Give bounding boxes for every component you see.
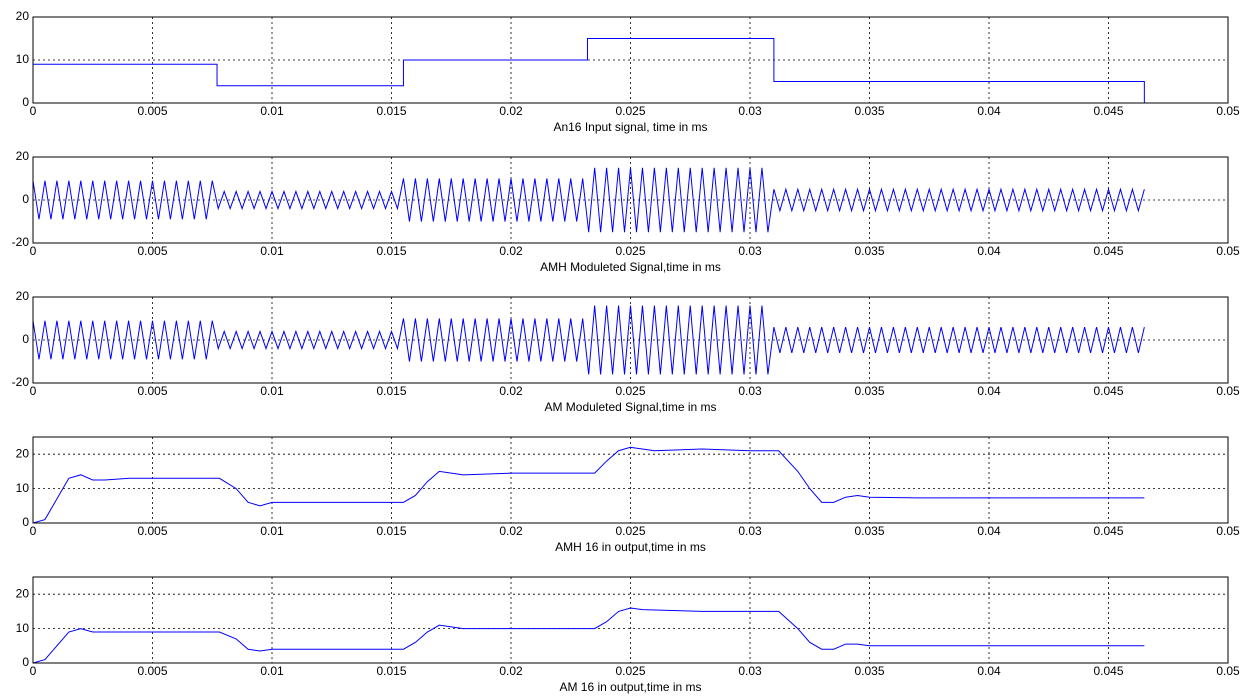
x-tick-label: 0.02 <box>499 244 523 258</box>
x-tick-label: 0.005 <box>137 104 167 118</box>
x-tick-label: 0.015 <box>376 524 406 538</box>
axes-background <box>33 437 1228 523</box>
x-tick-label: 0.04 <box>977 664 1001 678</box>
x-tick-label: 0.045 <box>1093 244 1123 258</box>
y-tick-label: -20 <box>12 235 30 249</box>
signal-line <box>33 607 1145 663</box>
x-tick-label: 0.02 <box>499 664 523 678</box>
axes-box <box>32 576 1229 664</box>
x-tick-label: 0.04 <box>977 104 1001 118</box>
axes-box <box>32 436 1229 524</box>
y-tick-label: 0 <box>22 95 29 109</box>
x-tick-label: 0.03 <box>738 664 762 678</box>
signal-line <box>33 38 1145 103</box>
x-tick-label: 0.01 <box>260 244 284 258</box>
x-tick-label: 0.04 <box>977 524 1001 538</box>
y-tick-label: 10 <box>16 52 30 66</box>
y-tick-label: 10 <box>16 481 30 495</box>
x-tick-label: 0.01 <box>260 664 284 678</box>
x-tick-label: 0.045 <box>1093 384 1123 398</box>
x-tick-label: 0.005 <box>137 524 167 538</box>
y-tick-label: 0 <box>22 515 29 529</box>
x-tick-label: 0.03 <box>738 524 762 538</box>
y-tick-label: 20 <box>16 9 30 23</box>
x-tick-label: 0.03 <box>738 384 762 398</box>
x-tick-label: 0.05 <box>1216 524 1240 538</box>
y-tick-label: 20 <box>16 149 30 163</box>
x-tick-label: 0.05 <box>1216 384 1240 398</box>
axes-box <box>32 296 1229 384</box>
signal-line <box>33 305 1145 375</box>
x-tick-label: 0.045 <box>1093 524 1123 538</box>
x-tick-label: 0.035 <box>854 384 884 398</box>
x-tick-label: 0.01 <box>260 524 284 538</box>
y-tick-label: 0 <box>22 332 29 346</box>
x-tick-label: 0.03 <box>738 244 762 258</box>
y-tick-label: -20 <box>12 375 30 389</box>
x-tick-label: 0.035 <box>854 524 884 538</box>
x-tick-label: 0.025 <box>615 664 645 678</box>
x-tick-label: 0.025 <box>615 104 645 118</box>
x-tick-label: 0.04 <box>977 384 1001 398</box>
x-tick-label: 0.01 <box>260 104 284 118</box>
signal-line <box>33 167 1145 233</box>
x-tick-label: 0.035 <box>854 104 884 118</box>
x-tick-label: 0 <box>30 244 37 258</box>
x-tick-label: 0.05 <box>1216 104 1240 118</box>
x-tick-label: 0.045 <box>1093 664 1123 678</box>
x-tick-label: 0.01 <box>260 384 284 398</box>
x-tick-label: 0.005 <box>137 664 167 678</box>
x-axis-label: AM 16 in output,time in ms <box>559 680 701 694</box>
axes-box <box>32 16 1229 104</box>
y-tick-label: 20 <box>16 586 30 600</box>
x-tick-label: 0.035 <box>854 244 884 258</box>
x-tick-label: 0 <box>30 524 37 538</box>
x-tick-label: 0.04 <box>977 244 1001 258</box>
x-axis-label: AMH 16 in output,time in ms <box>555 540 706 554</box>
x-tick-label: 0.015 <box>376 244 406 258</box>
y-tick-label: 20 <box>16 446 30 460</box>
x-tick-label: 0.02 <box>499 104 523 118</box>
x-tick-label: 0 <box>30 384 37 398</box>
x-tick-label: 0.015 <box>376 104 406 118</box>
axes-background <box>33 577 1228 663</box>
x-tick-label: 0.05 <box>1216 244 1240 258</box>
x-tick-label: 0.025 <box>615 384 645 398</box>
y-tick-label: 20 <box>16 289 30 303</box>
x-tick-label: 0 <box>30 664 37 678</box>
x-tick-label: 0.015 <box>376 664 406 678</box>
x-tick-label: 0.025 <box>615 244 645 258</box>
x-axis-label: AM Moduleted Signal,time in ms <box>544 400 716 414</box>
x-axis-label: AMH Moduleted Signal,time in ms <box>540 260 721 274</box>
x-tick-label: 0.02 <box>499 384 523 398</box>
x-axis-label: An16 Input signal, time in ms <box>553 120 707 134</box>
y-tick-label: 0 <box>22 655 29 669</box>
x-tick-label: 0.02 <box>499 524 523 538</box>
x-tick-label: 0.025 <box>615 524 645 538</box>
x-tick-label: 0.005 <box>137 384 167 398</box>
x-tick-label: 0.005 <box>137 244 167 258</box>
x-tick-label: 0.045 <box>1093 104 1123 118</box>
x-tick-label: 0.015 <box>376 384 406 398</box>
x-tick-label: 0 <box>30 104 37 118</box>
x-tick-label: 0.03 <box>738 104 762 118</box>
y-tick-label: 10 <box>16 621 30 635</box>
signal-line <box>33 446 1145 523</box>
axes-box <box>32 156 1229 244</box>
x-tick-label: 0.05 <box>1216 664 1240 678</box>
y-tick-label: 0 <box>22 192 29 206</box>
x-tick-label: 0.035 <box>854 664 884 678</box>
